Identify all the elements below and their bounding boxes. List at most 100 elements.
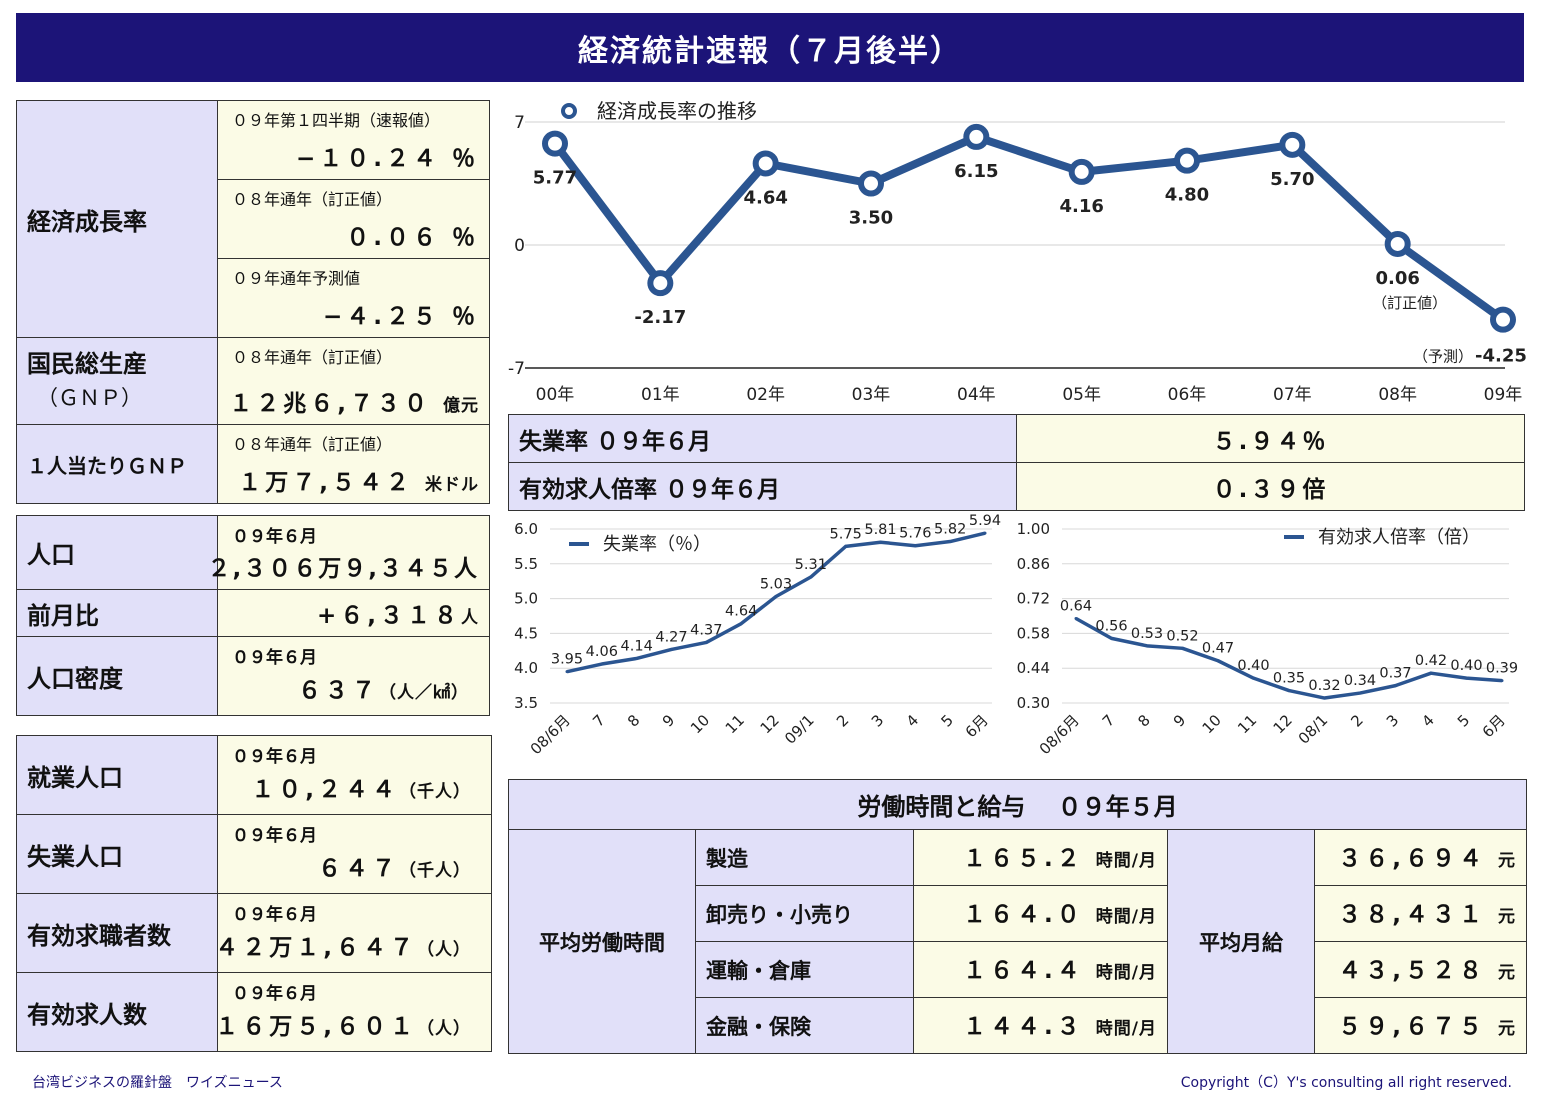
data-label: 5.31 [795,557,827,573]
data-label: 0.56 [1095,618,1127,634]
data-label: 0.64 [1060,598,1092,614]
data-point [1068,158,1095,185]
data-point [1181,646,1184,650]
x-tick-label: 6月 [1479,711,1509,741]
data-label: 0.42 [1415,653,1447,669]
data-point [879,540,882,544]
x-tick-label: 10 [687,711,713,737]
avg-hours-label: 平均労働時間 [508,829,696,1054]
data-label: 4.06 [586,644,618,660]
data-point [858,170,884,197]
x-tick-label: 6月 [962,711,992,741]
gnp-caption: ０８年通年（訂正値） [232,348,393,367]
data-point [948,540,952,544]
x-tick-label: 10 [1199,711,1225,737]
density-label: 人口密度 [16,636,218,716]
gnp-per-capita-caption: ０８年通年（訂正値） [232,435,393,454]
x-tick-label: 4 [1418,711,1437,730]
data-label: 4.64 [725,604,757,620]
data-label: 4.27 [655,629,687,645]
data-label: 0.40 [1450,658,1482,674]
x-tick-label: 7 [1099,711,1118,730]
data-point [1384,230,1411,257]
data-point [1429,671,1433,675]
y-tick-label: 5.0 [514,590,538,608]
data-point [670,647,673,651]
data-label: 5.77 [533,168,577,189]
y-tick-label: 5.5 [514,555,538,573]
data-label: 4.64 [743,187,787,208]
data-label: 5.76 [899,526,931,542]
data-point [752,150,779,177]
data-label: 0.06 [1375,268,1419,289]
data-label: 0.35 [1273,671,1305,687]
unemployed-value: ６４７ [318,856,399,882]
x-tick-label: 04年 [957,385,996,405]
labor-table: 労働時間と給与 ０９年５月 平均労働時間 製造 １６５.２ 時間/月 平均月給 ３６,６… [507,779,1528,1054]
x-tick-label: 2 [1347,711,1366,730]
data-point [704,640,708,644]
x-tick-label: 08/6月 [1036,711,1083,758]
legend-label: 有効求人倍率（倍） [1318,527,1480,548]
unemployment-rate-chart: 3.5 4.0 4.5 5.0 5.5 6.0 失業率（％） 3.95 08/6月 4.06 7 4.… [514,513,1001,758]
x-tick-label: 7 [589,711,608,730]
data-label: 4.37 [690,622,722,638]
population-label: 人口 [16,515,218,590]
job-openings-value: １６万５,６０１ [215,1014,417,1040]
gdp-q1-caption: ０９年第１四半期（速報値） [232,111,441,130]
x-tick-label: 2 [833,711,852,730]
pay-value: ３８,４３１ [1338,902,1487,928]
hours-cell: １６４.４ 時間/月 [913,941,1168,998]
x-tick-label: 03年 [852,385,891,405]
x-tick-label: 12 [757,711,783,737]
legend-marker [561,103,577,119]
x-tick-label: 9 [1170,711,1189,730]
x-tick-label: 07年 [1273,385,1312,405]
x-tick-label: 01年 [641,385,680,405]
x-tick-label: 08年 [1378,385,1417,405]
gnp-per-capita-label: １人当たりＧＮＰ [16,424,218,504]
unemployed-label: 失業人口 [16,814,218,894]
data-point [1394,684,1397,688]
pay-cell: ３８,４３１ 元 [1313,885,1528,942]
data-label: 0.34 [1344,673,1376,689]
data-point [542,130,568,157]
mom-unit: 人 [461,608,479,628]
hours-unit: 時間/月 [1095,1019,1157,1039]
labor-table-body: 平均労働時間 製造 １６５.２ 時間/月 平均月給 ３６,６９４ 元卸売り・小売り １６４… [508,829,1528,1054]
gdp-q1-value: −１０.２４ ％ [295,146,479,172]
footer-brand: 台湾ビジネスの羅針盤 ワイズニュース [32,1075,283,1091]
gdp-2008-cell: ０８年通年（訂正値） ０.０６ ％ [217,179,490,259]
legend-label: 失業率（％） [603,534,711,555]
density-value: ６３７ [298,678,379,704]
series-line [551,132,1506,323]
data-label: -4.25 [1475,346,1527,367]
x-tick-label: 4 [903,711,922,730]
data-label: 0.39 [1486,661,1518,677]
x-tick-label: 11 [1234,711,1260,737]
employment-value: １０,２４４ [251,777,399,803]
gdp-2009-value: −４.２５ ％ [322,304,479,330]
gdp-growth-label: 経済成長率 [16,100,218,338]
data-label: 0.32 [1308,678,1340,694]
pay-unit: 元 [1498,1019,1517,1039]
data-point [1323,696,1326,700]
x-tick-label: 8 [1134,711,1153,730]
gnp-unit: 億元 [443,396,479,416]
pay-cell: ５９,６７５ 元 [1313,997,1528,1054]
y-tick-label: 7 [514,113,525,133]
x-tick-label: 05年 [1062,385,1101,405]
x-tick-label: 00年 [536,385,575,405]
x-tick-label: 8 [624,711,643,730]
gdp-2009-forecast-cell: ０９年通年予測値 −４.２５ ％ [217,258,490,338]
y-tick-label: 1.00 [1017,520,1050,538]
gdp-2009-caption: ０９年通年予測値 [232,269,361,288]
annotation-forecast: （予測） [1413,348,1473,366]
x-tick-label: 9 [659,711,678,730]
labor-table-title: 労働時間と給与 ０９年５月 [507,779,1528,830]
data-point [1279,131,1306,158]
data-label: 4.16 [1059,196,1103,217]
y-tick-label: 0.30 [1017,694,1050,712]
y-tick-label: 0.86 [1017,555,1050,573]
data-point [1287,689,1291,693]
